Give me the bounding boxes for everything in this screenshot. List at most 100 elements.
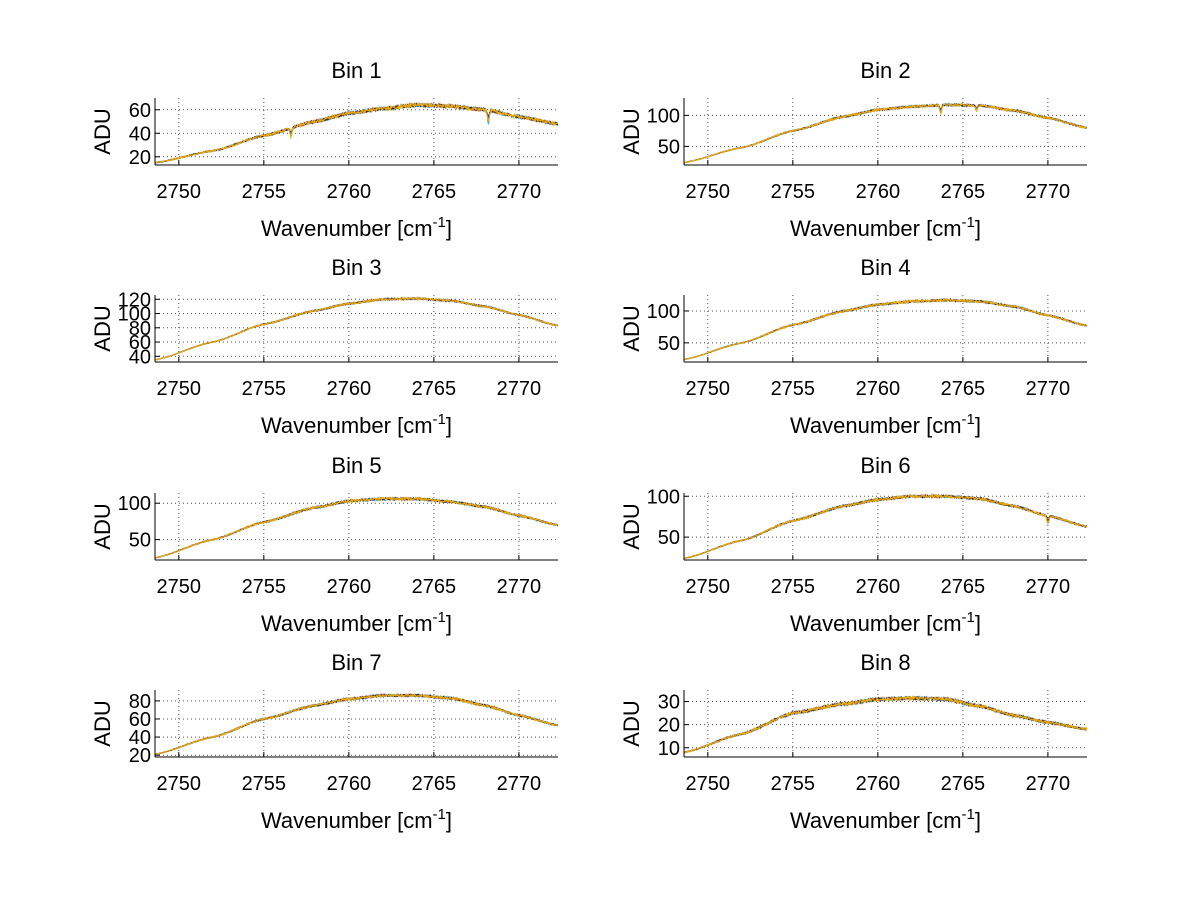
y-tick-label: 10 [658, 738, 680, 760]
spectrum-trace-1 [684, 298, 1087, 361]
spectrum-trace-5 [155, 496, 558, 559]
x-tick-label: 2760 [856, 773, 901, 795]
x-axis-label-superscript: -1 [962, 411, 975, 428]
y-axis-label: ADU [619, 503, 644, 549]
y-tick-label: 30 [658, 692, 680, 714]
spectrum-trace-4 [684, 493, 1087, 559]
y-axis-label: ADU [90, 700, 115, 746]
x-tick-label: 2770 [1026, 378, 1071, 400]
spectrum-trace-4 [155, 693, 558, 755]
x-tick-label: 2760 [327, 181, 372, 203]
y-tick-label: 100 [118, 304, 151, 326]
x-axis-label: Wavenumber [cm-1] [790, 411, 981, 438]
x-tick-label: 2760 [856, 181, 901, 203]
x-axis-label-text: Wavenumber [cm [261, 611, 433, 636]
spectrum-trace-1 [155, 693, 558, 755]
x-axis-label-superscript: -1 [962, 806, 975, 823]
x-axis-label-end: ] [446, 808, 452, 833]
spectrum-trace-4 [155, 296, 558, 361]
y-axis-label: ADU [90, 108, 115, 154]
x-tick-label: 2760 [327, 576, 372, 598]
x-tick-label: 2770 [1026, 181, 1071, 203]
x-axis-label: Wavenumber [cm-1] [261, 411, 452, 438]
y-axis-label: ADU [90, 305, 115, 351]
x-tick-label: 2765 [412, 181, 457, 203]
x-tick-label: 2760 [856, 378, 901, 400]
x-tick-label: 2765 [941, 181, 986, 203]
x-tick-label: 2755 [771, 773, 816, 795]
y-tick-label: 100 [647, 486, 680, 508]
spectrum-trace-2 [155, 296, 558, 361]
spectrum-trace-3 [155, 693, 558, 755]
spectrum-trace-3 [684, 298, 1087, 361]
spectrum-trace-3 [155, 496, 558, 559]
x-axis-label-end: ] [975, 808, 981, 833]
subplot-title: Bin 5 [331, 453, 381, 478]
y-tick-label: 100 [118, 493, 151, 515]
y-axis-label: ADU [619, 700, 644, 746]
spectrum-trace-5 [684, 493, 1087, 559]
subplot-title: Bin 8 [860, 650, 910, 675]
subplot-title: Bin 6 [860, 453, 910, 478]
x-tick-label: 2770 [1026, 773, 1071, 795]
x-axis-label-superscript: -1 [433, 411, 446, 428]
x-tick-label: 2765 [941, 378, 986, 400]
x-axis-label-text: Wavenumber [cm [790, 413, 962, 438]
x-axis-label: Wavenumber [cm-1] [790, 214, 981, 241]
y-tick-label: 60 [129, 709, 151, 731]
x-tick-label: 2755 [242, 181, 287, 203]
y-tick-label: 50 [658, 527, 680, 549]
subplot-title: Bin 7 [331, 650, 381, 675]
x-axis-label: Wavenumber [cm-1] [790, 609, 981, 636]
y-tick-label: 20 [658, 715, 680, 737]
spectrum-trace-5 [155, 693, 558, 755]
x-tick-label: 2755 [242, 576, 287, 598]
x-axis-label-end: ] [975, 611, 981, 636]
x-tick-label: 2765 [941, 576, 986, 598]
x-axis-label-text: Wavenumber [cm [790, 216, 962, 241]
x-axis-label-superscript: -1 [962, 609, 975, 626]
x-tick-label: 2765 [941, 773, 986, 795]
subplot-title: Bin 4 [860, 255, 910, 280]
x-axis-label-text: Wavenumber [cm [261, 808, 433, 833]
x-axis-label: Wavenumber [cm-1] [261, 609, 452, 636]
x-tick-label: 2770 [497, 181, 542, 203]
subplot-title: Bin 3 [331, 255, 381, 280]
x-tick-label: 2770 [497, 576, 542, 598]
spectrum-trace-5 [684, 297, 1087, 361]
x-tick-label: 2750 [686, 576, 731, 598]
y-tick-label: 20 [129, 147, 151, 169]
x-axis-label: Wavenumber [cm-1] [790, 806, 981, 833]
x-tick-label: 2750 [157, 378, 202, 400]
spectrum-trace-5 [684, 102, 1087, 164]
y-tick-label: 60 [129, 100, 151, 122]
x-axis-label-superscript: -1 [433, 806, 446, 823]
y-tick-label: 40 [129, 346, 151, 368]
subplot-bin-2: Bin 2 2750 2755 2760 2765 2770 50 100 Wavenumber… [619, 58, 1087, 241]
x-tick-label: 2750 [157, 181, 202, 203]
x-tick-label: 2755 [771, 378, 816, 400]
y-tick-label: 80 [129, 691, 151, 713]
x-tick-label: 2765 [412, 773, 457, 795]
x-tick-label: 2750 [686, 181, 731, 203]
spectrum-trace-1 [155, 496, 558, 558]
spectrum-trace-4 [684, 297, 1087, 360]
spectrum-trace-3 [155, 297, 558, 361]
x-axis-label-text: Wavenumber [cm [790, 808, 962, 833]
subplot-title: Bin 1 [331, 58, 381, 83]
subplot-title: Bin 2 [860, 58, 910, 83]
x-axis-label-superscript: -1 [962, 214, 975, 231]
x-tick-label: 2765 [412, 378, 457, 400]
x-axis-label: Wavenumber [cm-1] [261, 806, 452, 833]
subplot-bin-4: Bin 4 2750 2755 2760 2765 2770 50 100 Wavenumber… [619, 255, 1087, 438]
x-axis-label-end: ] [446, 216, 452, 241]
x-axis-label-end: ] [975, 413, 981, 438]
spectrum-trace-5 [155, 101, 558, 164]
x-axis-label-superscript: -1 [433, 214, 446, 231]
y-tick-label: 100 [647, 301, 680, 323]
y-tick-label: 40 [129, 123, 151, 145]
x-tick-label: 2760 [327, 378, 372, 400]
